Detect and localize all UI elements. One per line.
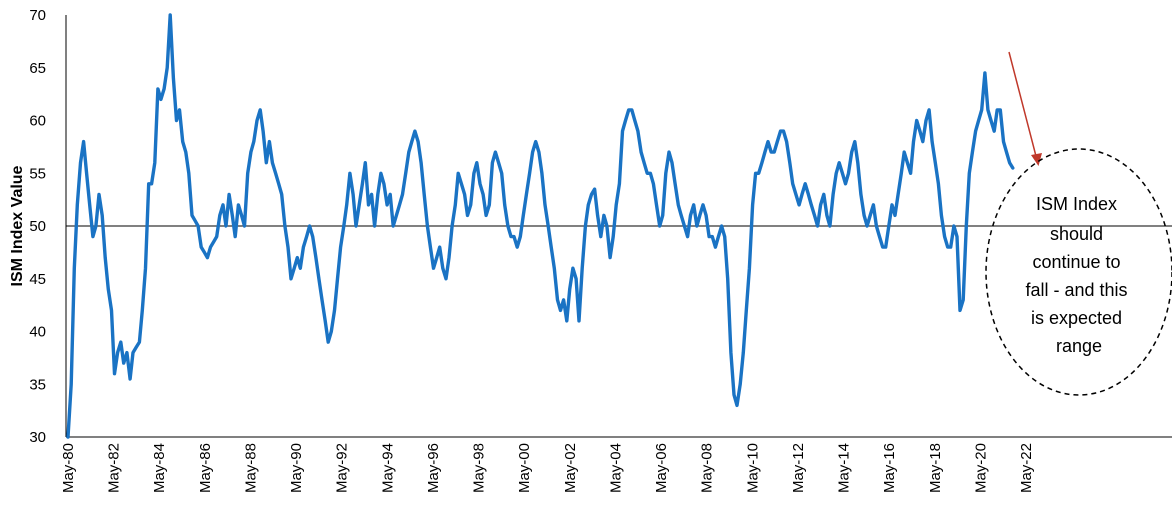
x-tick-label: May-16 xyxy=(881,443,898,493)
series-line-ism xyxy=(66,13,1015,439)
y-tick-label: 55 xyxy=(29,165,46,182)
annotation-text: ISM Index should continue to fall - and … xyxy=(1025,194,1132,356)
x-tick-label: May-14 xyxy=(836,443,853,493)
x-tick-label: May-94 xyxy=(379,443,396,493)
y-tick-label: 30 xyxy=(29,429,46,446)
x-tick-label: May-96 xyxy=(425,443,442,493)
x-tick-label: May-92 xyxy=(334,443,351,493)
annotation-line-5: is expected xyxy=(1031,308,1122,328)
x-tick-label: May-20 xyxy=(972,443,989,493)
arrow-head xyxy=(1031,153,1042,166)
x-tick-label: May-00 xyxy=(516,443,533,493)
y-tick-label: 65 xyxy=(29,60,46,77)
x-tick-label: May-12 xyxy=(790,443,807,493)
annotation-line-2: should xyxy=(1050,224,1103,244)
arrow-line xyxy=(1008,51,1038,161)
x-tick-label: May-98 xyxy=(471,443,488,493)
x-tick-label: May-22 xyxy=(1018,443,1035,493)
x-tick-label: May-06 xyxy=(653,443,670,493)
x-tick-label: May-10 xyxy=(744,443,761,493)
x-tick-label: May-90 xyxy=(288,443,305,493)
x-tick-label: May-86 xyxy=(197,443,214,493)
y-tick-labels: 30 35 40 45 50 55 60 65 70 xyxy=(29,7,46,446)
y-tick-label: 70 xyxy=(29,7,46,24)
annotation-line-1: ISM Index xyxy=(1036,194,1117,214)
y-tick-label: 40 xyxy=(29,324,46,341)
annotation-line-3: continue to xyxy=(1032,252,1120,272)
y-tick-label: 35 xyxy=(29,376,46,393)
forecast-annotation: ISM Index should continue to fall - and … xyxy=(985,51,1172,396)
y-tick-label: 60 xyxy=(29,113,46,130)
annotation-line-6: range xyxy=(1056,336,1102,356)
x-tick-label: May-88 xyxy=(242,443,259,493)
annotation-line-4: fall - and this xyxy=(1025,280,1127,300)
y-axis-label: ISM Index Value xyxy=(9,165,26,286)
y-tick-label: 50 xyxy=(29,218,46,235)
x-tick-label: May-84 xyxy=(151,443,168,493)
x-tick-label: May-18 xyxy=(927,443,944,493)
x-tick-label: May-08 xyxy=(699,443,716,493)
expected-range-ellipse xyxy=(985,148,1172,396)
x-tick-label: May-82 xyxy=(106,443,123,493)
x-tick-label: May-04 xyxy=(607,443,624,493)
x-tick-label: May-80 xyxy=(60,443,77,493)
y-tick-label: 45 xyxy=(29,271,46,288)
x-tick-label: May-02 xyxy=(562,443,579,493)
x-tick-labels: May-80 May-82 May-84 May-86 May-88 May-90 May-… xyxy=(60,443,1035,493)
